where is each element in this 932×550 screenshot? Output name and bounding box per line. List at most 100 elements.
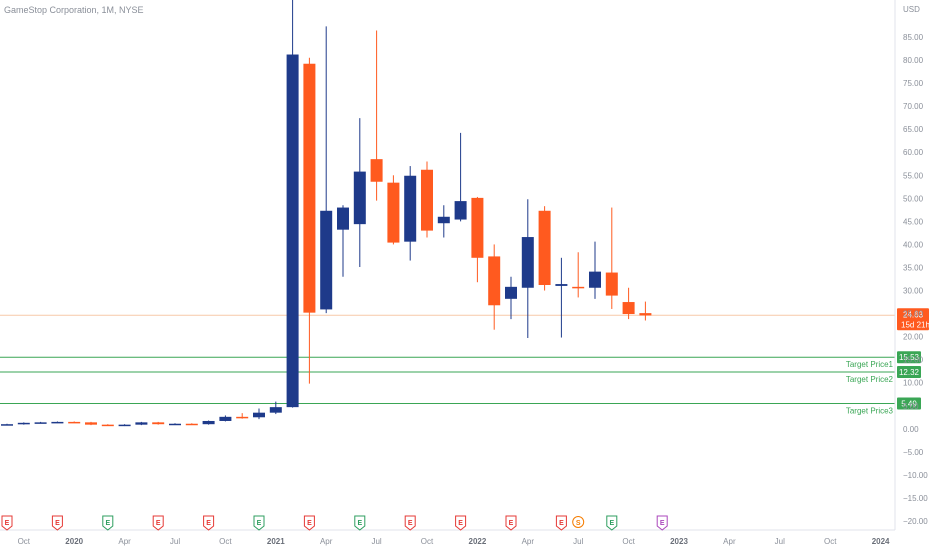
candle[interactable] <box>454 132 467 222</box>
candle[interactable] <box>68 421 81 424</box>
split-event-icon[interactable]: S <box>572 516 585 528</box>
x-tick-label: 2021 <box>267 537 285 546</box>
candle-body[interactable] <box>101 424 114 427</box>
candle[interactable] <box>639 301 652 321</box>
candle-body[interactable] <box>17 422 30 425</box>
earnings-event-icon[interactable]: E <box>455 515 467 531</box>
candle-body[interactable] <box>320 210 333 310</box>
earnings-event-icon[interactable]: E <box>505 515 517 531</box>
candle[interactable] <box>337 205 349 277</box>
candle-body[interactable] <box>589 271 601 288</box>
candle[interactable] <box>605 207 618 309</box>
candle-body[interactable] <box>488 256 501 306</box>
candle-body[interactable] <box>152 422 165 425</box>
candle-body[interactable] <box>169 423 181 426</box>
candle-body[interactable] <box>185 423 198 426</box>
candle[interactable] <box>118 424 131 427</box>
candle[interactable] <box>152 421 165 425</box>
candle[interactable] <box>219 415 232 422</box>
candle[interactable] <box>185 423 198 426</box>
earnings-event-icon[interactable]: E <box>303 515 315 531</box>
candle[interactable] <box>471 196 484 283</box>
candle[interactable] <box>421 161 433 238</box>
candle-body[interactable] <box>337 207 349 230</box>
candle[interactable] <box>488 244 501 330</box>
candle-body[interactable] <box>370 159 383 182</box>
candle-body[interactable] <box>555 284 568 286</box>
earnings-event-icon[interactable]: E <box>253 515 265 531</box>
candle[interactable] <box>353 118 366 268</box>
candle[interactable] <box>404 166 417 261</box>
earnings-event-icon[interactable]: E <box>152 515 164 531</box>
candle-body[interactable] <box>253 412 265 418</box>
earnings-event-icon[interactable]: E <box>102 515 114 531</box>
candle-body[interactable] <box>471 197 484 258</box>
candle[interactable] <box>253 408 265 420</box>
earnings-event-icon[interactable]: E <box>203 515 215 531</box>
chart-title: GameStop Corporation, 1M, NYSE <box>4 5 144 15</box>
candle[interactable] <box>555 257 568 338</box>
candle-body[interactable] <box>202 420 215 425</box>
candle[interactable] <box>85 421 97 426</box>
earnings-event-icon[interactable]: E <box>656 515 668 531</box>
candle[interactable] <box>236 413 249 419</box>
candle[interactable] <box>135 421 148 426</box>
candle-body[interactable] <box>135 422 148 425</box>
candle-body[interactable] <box>353 171 366 225</box>
candle[interactable] <box>521 199 534 339</box>
candle[interactable] <box>505 276 517 320</box>
candle-body[interactable] <box>85 422 97 425</box>
candle[interactable] <box>370 30 383 201</box>
candle-body[interactable] <box>219 416 232 421</box>
candle[interactable] <box>320 26 333 314</box>
candles[interactable] <box>1 0 652 427</box>
candle-body[interactable] <box>605 272 618 296</box>
candle-body[interactable] <box>51 421 64 424</box>
candle-body[interactable] <box>269 407 282 413</box>
candle-body[interactable] <box>34 422 47 424</box>
candle[interactable] <box>17 422 30 425</box>
candle-body[interactable] <box>387 182 400 243</box>
candle-body[interactable] <box>404 175 417 242</box>
candle-body[interactable] <box>118 424 131 427</box>
event-letter: S <box>576 520 581 527</box>
candle[interactable] <box>387 175 400 245</box>
candle[interactable] <box>34 421 47 424</box>
candle-body[interactable] <box>622 302 635 315</box>
candle[interactable] <box>1 423 13 426</box>
candle[interactable] <box>437 205 450 238</box>
candle[interactable] <box>572 252 585 298</box>
candle-body[interactable] <box>421 169 433 231</box>
candle-body[interactable] <box>1 424 13 426</box>
earnings-event-icon[interactable]: E <box>555 515 567 531</box>
candle-body[interactable] <box>505 286 517 299</box>
x-tick-label: Oct <box>824 537 837 546</box>
earnings-event-icon[interactable]: E <box>606 515 618 531</box>
candle[interactable] <box>101 424 114 427</box>
candle[interactable] <box>538 206 551 291</box>
candle-body[interactable] <box>521 237 534 288</box>
earnings-event-icon[interactable]: E <box>1 515 13 531</box>
earnings-event-icon[interactable]: E <box>51 515 63 531</box>
candle-body[interactable] <box>454 201 467 220</box>
candle-body[interactable] <box>437 216 450 224</box>
candle[interactable] <box>169 423 181 426</box>
candle[interactable] <box>286 0 299 408</box>
candle-body[interactable] <box>68 421 81 424</box>
candle[interactable] <box>589 241 601 299</box>
earnings-event-icon[interactable]: E <box>354 515 366 531</box>
earnings-event-icon[interactable]: E <box>404 515 416 531</box>
candle[interactable] <box>622 287 635 320</box>
candle-body[interactable] <box>572 286 585 289</box>
candle[interactable] <box>51 421 64 424</box>
candle[interactable] <box>202 420 215 425</box>
candle[interactable] <box>269 401 282 415</box>
candle-body[interactable] <box>639 313 652 316</box>
candle-body[interactable] <box>538 210 551 285</box>
candle[interactable] <box>303 57 316 384</box>
candle-body[interactable] <box>236 416 249 419</box>
candle-body[interactable] <box>286 54 299 408</box>
candle-body[interactable] <box>303 63 316 313</box>
